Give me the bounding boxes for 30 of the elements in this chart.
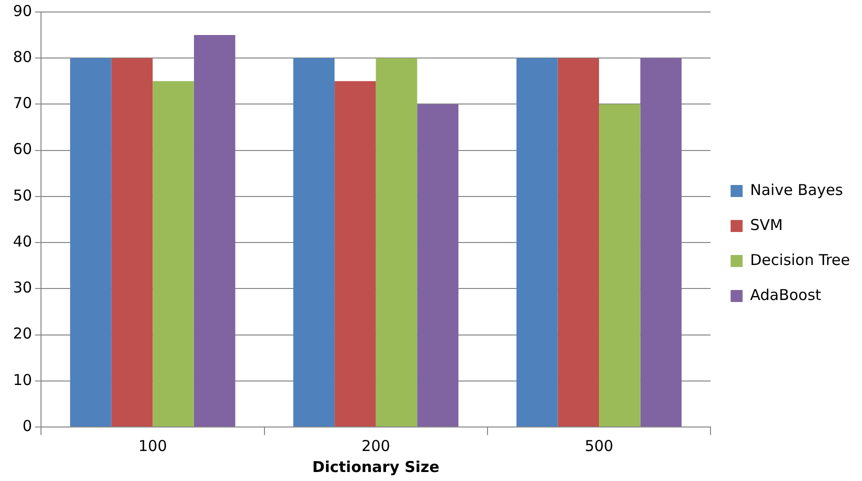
y-tick-label: 90 [12, 2, 32, 20]
bar [152, 81, 194, 426]
legend-label: Decision Tree [750, 250, 850, 269]
y-tick-label: 20 [12, 324, 32, 343]
y-tick-label: 80 [12, 48, 32, 66]
legend-label: AdaBoost [750, 286, 822, 304]
y-tick-label: 60 [12, 140, 32, 158]
x-tick-label: 500 [584, 436, 614, 455]
bar [376, 58, 418, 426]
bar [558, 58, 600, 426]
bar [111, 58, 153, 426]
bar [516, 58, 558, 426]
bar [293, 58, 335, 426]
legend-label: SVM [750, 216, 783, 234]
y-tick-label: 30 [12, 278, 32, 297]
y-tick-label: 40 [12, 232, 32, 250]
bar [70, 58, 112, 426]
x-tick-label: 100 [138, 436, 167, 455]
y-tick-label: 70 [12, 94, 32, 112]
bar [417, 104, 458, 426]
x-tick-label: 200 [362, 436, 390, 455]
y-tick-label: 10 [12, 370, 32, 389]
bar [640, 58, 682, 426]
legend-label: Naive Bayes [750, 180, 844, 199]
bar [334, 81, 376, 426]
bar [599, 104, 640, 426]
y-tick-label: 0 [22, 416, 32, 435]
x-axis-title: Dictionary Size [312, 458, 440, 476]
bar [194, 35, 236, 426]
y-tick-label: 50 [12, 186, 32, 204]
